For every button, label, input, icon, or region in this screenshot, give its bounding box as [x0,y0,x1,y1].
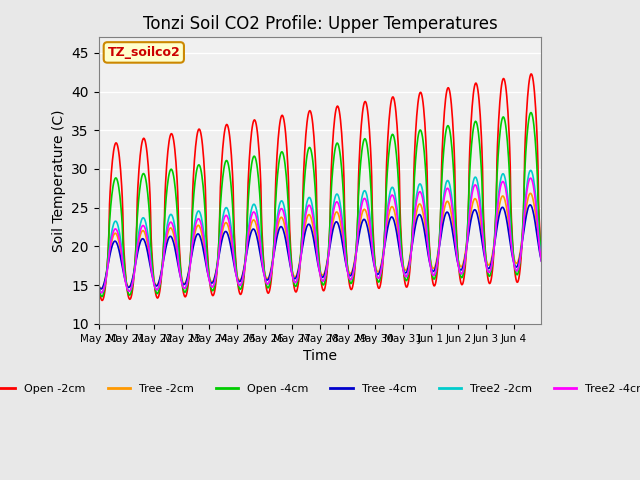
Tree -2cm [268,265,275,271]
Open -4cm [98,294,106,300]
Open -4cm [228,202,236,208]
Open -2cm [251,117,259,123]
Open -2cm [147,235,155,240]
Tree2 -2cm [228,237,236,242]
Tree2 -2cm [527,168,534,173]
Tree2 -2cm [147,262,155,267]
Tree -4cm [251,227,259,233]
Tree -2cm [147,263,155,269]
Tree -2cm [538,252,545,258]
Open -4cm [527,110,535,116]
Line: Open -4cm: Open -4cm [99,113,541,297]
Line: Tree2 -4cm: Tree2 -4cm [99,178,541,293]
Tree -4cm [526,202,534,208]
Open -4cm [538,254,545,260]
Open -4cm [268,272,275,277]
Tree2 -2cm [538,257,545,263]
Open -2cm [365,127,373,132]
Open -4cm [251,153,259,159]
Text: TZ_soilco2: TZ_soilco2 [108,46,180,59]
Open -4cm [390,135,398,141]
Tree2 -2cm [390,188,398,193]
Tree -2cm [251,217,259,223]
Tree2 -4cm [390,196,398,202]
Tree2 -4cm [95,284,102,290]
Open -4cm [147,248,155,253]
Tree2 -2cm [365,208,373,214]
Line: Open -2cm: Open -2cm [99,74,541,300]
X-axis label: Time: Time [303,349,337,363]
Tree2 -4cm [147,265,155,271]
Legend: Open -2cm, Tree -2cm, Open -4cm, Tree -4cm, Tree2 -2cm, Tree2 -4cm: Open -2cm, Tree -2cm, Open -4cm, Tree -4… [0,380,640,398]
Tree2 -2cm [268,270,275,276]
Tree -2cm [228,247,236,252]
Tree2 -4cm [365,216,373,221]
Tree -2cm [365,225,373,230]
Tree -4cm [390,218,398,224]
Open -4cm [365,162,373,168]
Tree -4cm [365,234,373,240]
Tree2 -4cm [228,242,236,248]
Open -2cm [228,171,236,177]
Tree -2cm [95,281,102,287]
Open -2cm [98,298,106,303]
Title: Tonzi Soil CO2 Profile: Upper Temperatures: Tonzi Soil CO2 Profile: Upper Temperatur… [143,15,497,33]
Tree2 -2cm [98,290,106,296]
Tree -4cm [97,286,105,292]
Tree -4cm [228,253,236,259]
Tree -4cm [95,283,102,288]
Open -2cm [390,97,398,103]
Line: Tree -2cm: Tree -2cm [99,193,541,289]
Open -2cm [95,281,102,287]
Open -2cm [268,277,275,283]
Line: Tree2 -2cm: Tree2 -2cm [99,170,541,293]
Line: Tree -4cm: Tree -4cm [99,205,541,289]
Tree2 -4cm [98,290,106,296]
Tree -4cm [538,258,545,264]
Tree -4cm [147,268,155,274]
Tree2 -2cm [251,202,259,207]
Open -4cm [95,282,102,288]
Tree2 -4cm [538,258,545,264]
Open -2cm [538,255,545,261]
Y-axis label: Soil Temperature (C): Soil Temperature (C) [52,109,66,252]
Tree2 -4cm [251,209,259,215]
Tree2 -4cm [527,175,534,181]
Tree -2cm [98,286,106,292]
Tree -2cm [390,207,398,213]
Tree -4cm [268,266,275,272]
Tree2 -2cm [95,283,102,289]
Open -2cm [527,71,535,77]
Tree -2cm [527,191,534,196]
Tree2 -4cm [268,270,275,276]
